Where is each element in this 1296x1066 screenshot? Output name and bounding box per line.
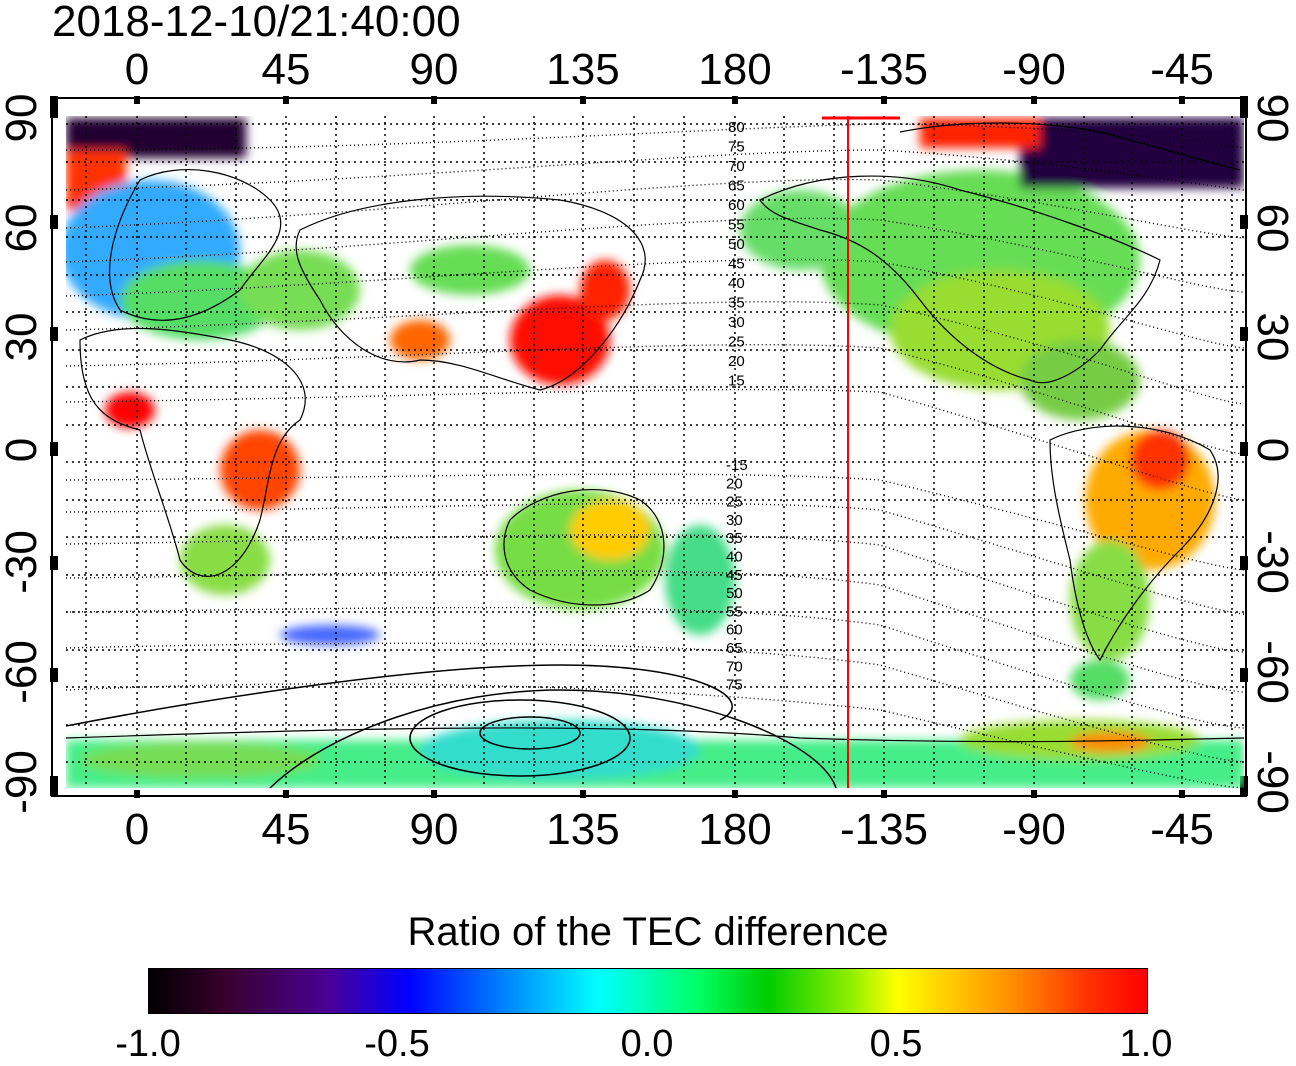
- colorbar-tick-m05: -0.5: [364, 1023, 430, 1065]
- lon-tick-top-w90: -90: [1002, 45, 1066, 94]
- contour-label: 40: [728, 275, 745, 292]
- lon-tick-top-w45: -45: [1150, 45, 1214, 94]
- contour-label: 75: [728, 139, 745, 156]
- contour-label: 70: [728, 158, 745, 175]
- lon-tick-bottom-w135: -135: [839, 805, 929, 854]
- contour-label: 15: [728, 373, 745, 390]
- lon-tick-top-90: 90: [409, 45, 459, 94]
- colorbar-title: Ratio of the TEC difference: [407, 910, 889, 954]
- contour-label: 30: [728, 314, 745, 331]
- map-timestamp: 2018-12-10/21:40:00: [52, 0, 461, 46]
- contour-label: 45: [728, 256, 745, 273]
- graticule: [66, 116, 1244, 788]
- colorbar: [148, 968, 1148, 1014]
- tec-data-field: [66, 118, 1244, 788]
- lon-tick-bottom-w45: -45: [1150, 805, 1214, 854]
- contour-label: 80: [728, 119, 745, 136]
- colorbar-tick-1: 1.0: [1119, 1023, 1173, 1065]
- colorbar-tick-m1: -1.0: [115, 1023, 181, 1065]
- contour-label: 50: [726, 585, 743, 602]
- contour-label: 65: [726, 640, 743, 657]
- contour-label: 20: [728, 353, 745, 370]
- lon-tick-bottom-45: 45: [261, 805, 311, 854]
- contour-label: 55: [728, 217, 745, 234]
- magnetic-pole-contours: [66, 664, 837, 788]
- colorbar-tick-0: 0.0: [620, 1023, 674, 1065]
- lon-tick-top-0: 0: [124, 45, 150, 94]
- lon-tick-top-45: 45: [261, 45, 311, 94]
- lon-tick-bottom-90: 90: [409, 805, 459, 854]
- lon-tick-bottom-180: 180: [698, 805, 772, 854]
- contour-label: -15: [726, 457, 748, 474]
- contour-label: 35: [728, 295, 745, 312]
- lon-tick-top-w135: -135: [839, 45, 929, 94]
- contour-label: 25: [728, 334, 745, 351]
- contour-label: 60: [728, 197, 745, 214]
- lon-tick-top-180: 180: [698, 45, 772, 94]
- colorbar-tick-05: 0.5: [869, 1023, 923, 1065]
- lon-tick-bottom-w90: -90: [1002, 805, 1066, 854]
- contour-label: 55: [726, 603, 743, 620]
- coastlines: [66, 122, 1244, 743]
- contour-label: 65: [728, 178, 745, 195]
- contour-label: 40: [726, 549, 743, 566]
- contour-label: 60: [726, 622, 743, 639]
- contour-label: 35: [726, 530, 743, 547]
- contour-label: 45: [726, 567, 743, 584]
- contour-label: 70: [726, 658, 743, 675]
- lon-tick-top-135: 135: [546, 45, 620, 94]
- contour-label: 20: [726, 475, 743, 492]
- contour-label: 25: [726, 494, 743, 511]
- lon-tick-bottom-135: 135: [546, 805, 620, 854]
- lon-tick-bottom-0: 0: [124, 805, 150, 854]
- contour-labels-north: 80 75 70 65 60 55 50 45 40 35 30 25 20 15: [728, 119, 745, 390]
- contour-label: 30: [726, 512, 743, 529]
- contour-label: 75: [726, 677, 743, 694]
- magnetic-latitude-contours: [66, 123, 1244, 788]
- contour-label: 50: [728, 236, 745, 253]
- axis-major-ticks: [134, 96, 1185, 798]
